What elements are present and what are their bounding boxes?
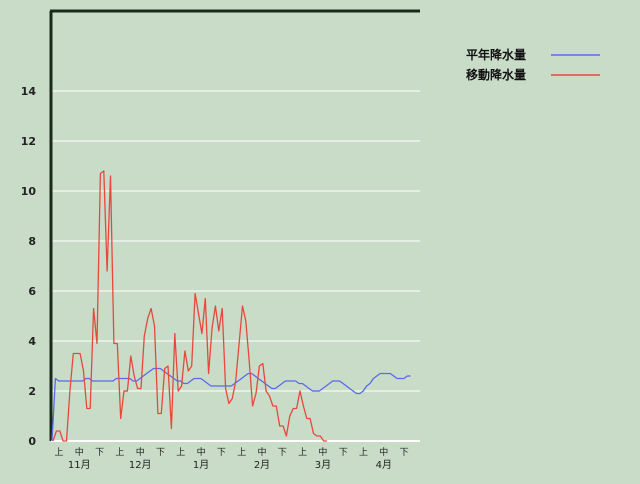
x-month-label: 11月 (68, 459, 91, 471)
x-tick-label: 中 (197, 446, 206, 458)
y-tick-label: 10 (21, 185, 37, 198)
x-tick-label: 下 (95, 448, 104, 458)
y-tick-label: 4 (28, 335, 36, 348)
x-tick-label: 中 (136, 446, 145, 458)
x-tick-label: 上 (54, 447, 63, 458)
x-tick-label: 上 (359, 447, 368, 458)
series-line-moving (52, 170, 328, 442)
x-tick-label: 上 (237, 447, 246, 458)
y-tick-label: 0 (28, 435, 36, 448)
series-line-normal (51, 367, 411, 442)
y-tick-label: 14 (21, 85, 37, 98)
y-tick-label: 6 (28, 285, 36, 298)
series-lines (51, 170, 411, 442)
x-month-labels: 11月 12月 1月 2月 3月 4月 (68, 459, 392, 471)
x-tick-label: 下 (217, 448, 226, 458)
x-month-label: 2月 (254, 459, 270, 471)
x-tick-label: 下 (400, 448, 409, 458)
legend-label-normal: 平年降水量 (466, 47, 526, 62)
x-tick-label: 上 (176, 447, 185, 458)
x-tick-label: 上 (115, 447, 124, 458)
x-tick-label: 下 (339, 448, 348, 458)
x-tick-label: 中 (75, 446, 84, 458)
y-tick-label: 12 (21, 135, 36, 148)
y-tick-labels: 0 2 4 6 8 10 12 14 (21, 85, 37, 448)
x-month-label: 12月 (129, 459, 152, 471)
legend: 平年降水量 移動降水量 (466, 47, 600, 82)
y-tick-label: 2 (28, 385, 36, 398)
x-month-label: 3月 (315, 459, 331, 471)
x-tick-label: 中 (257, 446, 266, 458)
x-tick-label: 中 (379, 446, 388, 458)
x-tick-labels: 上中下上中下上中下上中下上中下上中下 (54, 446, 408, 458)
x-month-label: 1月 (193, 459, 209, 471)
x-tick-label: 上 (298, 447, 307, 458)
x-month-label: 4月 (376, 459, 392, 471)
y-tick-label: 8 (28, 235, 36, 248)
x-tick-label: 下 (156, 448, 165, 458)
x-tick-label: 中 (318, 446, 327, 458)
x-tick-label: 下 (278, 448, 287, 458)
legend-label-moving: 移動降水量 (466, 67, 526, 82)
